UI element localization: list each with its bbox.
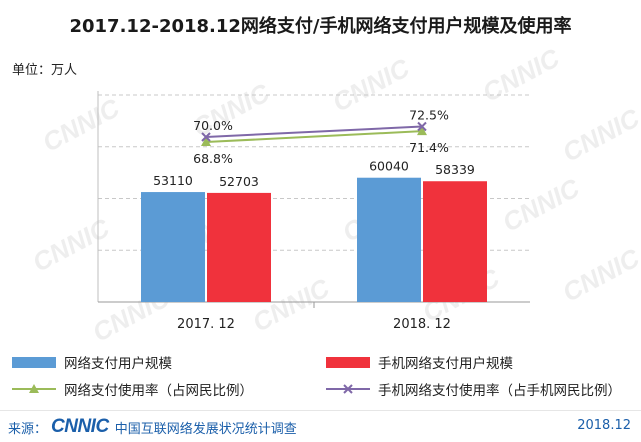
x-tick-label: 2017. 12 [177, 317, 235, 332]
footer-bar [0, 410, 641, 442]
legend-label-line2: 手机网络支付使用率（占手机网民比例） [378, 383, 621, 399]
series-line-1 [205, 130, 423, 144]
legend-swatch-line2 [326, 382, 370, 396]
legend-swatch-bar1 [12, 356, 56, 368]
bar-1 [141, 192, 205, 302]
bar-2 [207, 192, 271, 302]
legend-item-bar1: 网络支付用户规模 [12, 352, 172, 372]
legend-item-line2: 手机网络支付使用率（占手机网民比例） [326, 379, 621, 399]
cnnic-logo: CNNIC [51, 416, 109, 437]
bar-value-label: 60040 [369, 159, 409, 174]
chart-title: 2017.12-2018.12网络支付/手机网络支付用户规模及使用率 [69, 16, 572, 37]
legend-swatch-line1 [12, 382, 56, 396]
x-tick-label: 2018. 12 [393, 317, 451, 332]
line-point-triangle [417, 126, 427, 136]
line-value-label: 71.4% [409, 140, 449, 155]
legend-item-line1: 网络支付使用率（占网民比例） [12, 379, 253, 399]
line-value-label: 70.0% [193, 118, 233, 133]
legend-label-line1: 网络支付使用率（占网民比例） [64, 383, 253, 399]
line-point-triangle [201, 137, 211, 147]
legend-item-bar2: 手机网络支付用户规模 [326, 352, 513, 372]
line-value-label: 72.5% [409, 108, 449, 123]
bar-value-label: 53110 [153, 173, 193, 188]
footer-date: 2018.12 [577, 418, 631, 433]
bar-value-label: 52703 [219, 174, 259, 189]
bar-2 [423, 181, 487, 302]
legend-label-bar2: 手机网络支付用户规模 [378, 356, 513, 372]
legend-swatch-bar2 [326, 356, 370, 368]
source-label: 来源： [8, 421, 48, 437]
legend-label-bar1: 网络支付用户规模 [64, 356, 172, 372]
line-value-label: 68.8% [193, 151, 233, 166]
line-point-x [417, 121, 427, 132]
bar-1 [357, 177, 421, 302]
series-line-2 [205, 125, 423, 138]
footer-source: 来源： CNNIC 中国互联网络发展状况统计调查 [8, 416, 297, 438]
source-org: 中国互联网络发展状况统计调查 [114, 421, 297, 437]
line-point-x [201, 132, 211, 142]
unit-label: 单位：万人 [12, 63, 78, 78]
bar-value-label: 58339 [435, 162, 475, 177]
